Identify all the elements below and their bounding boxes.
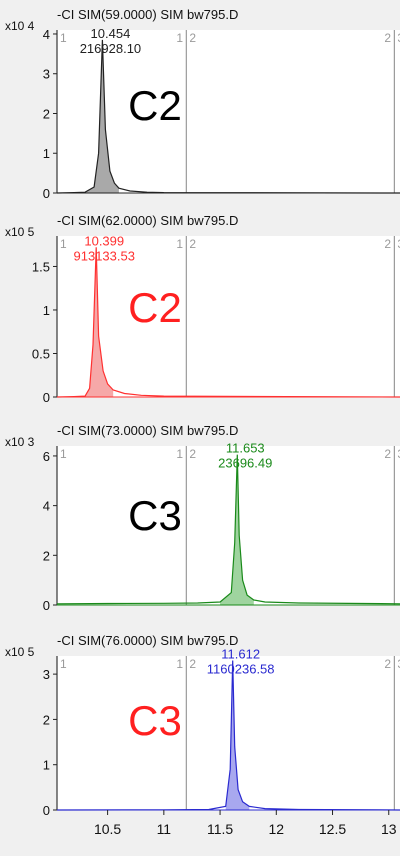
segment-label: 2 (189, 237, 196, 251)
peak-rt-label: 11.653 (226, 441, 265, 456)
scale-label: x10 4 (5, 19, 35, 33)
y-tick-label: 0 (43, 598, 50, 613)
peak-rt-label: 10.399 (84, 233, 124, 248)
peak-area-label: 913133.53 (74, 248, 135, 263)
peak-area-label: 1160236.58 (207, 662, 275, 677)
y-tick-label: 4 (43, 499, 50, 514)
scale-label: x10 5 (5, 225, 35, 239)
peak-area-fill (85, 39, 119, 194)
signal-trace (56, 247, 400, 398)
plot-area (57, 446, 400, 605)
segment-label: 3 (397, 31, 400, 45)
y-tick-label: 3 (43, 67, 50, 82)
y-tick-label: 4 (43, 27, 50, 42)
segment-label: 2 (384, 447, 391, 461)
plot-area (57, 236, 400, 397)
overlay-label: C2 (128, 284, 182, 331)
peak-area-fill (73, 247, 114, 397)
y-tick-label: 1 (43, 146, 50, 161)
x-tick-label: 12.5 (319, 821, 346, 837)
panel-title: -CI SIM(76.0000) SIM bw795.D (57, 633, 238, 648)
y-tick-label: 0 (43, 803, 50, 818)
segment-label: 1 (176, 237, 183, 251)
scale-label: x10 5 (5, 645, 35, 659)
y-tick-label: 0.5 (32, 346, 50, 361)
segment-label: 2 (189, 447, 196, 461)
overlay-label: C3 (128, 492, 182, 539)
x-tick-label: 11 (157, 821, 172, 837)
segment-label: 1 (60, 31, 67, 45)
peak-area-fill (225, 660, 250, 810)
peak-rt-label: 10.454 (91, 26, 131, 41)
x-tick-label: 10.5 (94, 821, 121, 837)
overlay-label: C3 (128, 697, 182, 744)
y-tick-label: 1 (43, 303, 50, 318)
segment-label: 2 (384, 657, 391, 671)
plot-area (57, 30, 400, 193)
y-tick-label: 0 (43, 390, 50, 405)
segment-label: 3 (397, 237, 400, 251)
segment-label: 2 (189, 657, 196, 671)
segment-label: 3 (397, 447, 400, 461)
segment-label: 1 (176, 657, 183, 671)
overlay-label: C2 (128, 82, 182, 129)
y-tick-label: 2 (43, 712, 50, 727)
segment-label: 1 (60, 657, 67, 671)
y-tick-label: 2 (43, 548, 50, 563)
y-tick-label: 1.5 (32, 259, 50, 274)
segment-label: 2 (384, 31, 391, 45)
x-tick-label: 11.5 (207, 821, 233, 837)
panel-title: -CI SIM(73.0000) SIM bw795.D (57, 423, 238, 438)
y-tick-label: 3 (43, 667, 50, 682)
peak-rt-label: 11.612 (221, 647, 260, 662)
scale-label: x10 3 (5, 435, 35, 449)
signal-trace (56, 39, 400, 194)
peak-area-label: 23696.49 (218, 456, 272, 471)
peak-area-fill (220, 454, 254, 605)
signal-trace (56, 454, 400, 605)
y-tick-label: 0 (43, 186, 50, 201)
y-tick-label: 2 (43, 106, 50, 121)
x-tick-label: 13 (381, 821, 397, 837)
segment-label: 3 (397, 657, 400, 671)
peak-area-label: 216928.10 (80, 41, 141, 56)
segment-label: 2 (384, 237, 391, 251)
panel-title: -CI SIM(59.0000) SIM bw795.D (57, 7, 238, 22)
segment-label: 2 (189, 31, 196, 45)
segment-label: 1 (60, 447, 67, 461)
y-tick-label: 6 (43, 449, 50, 464)
segment-label: 1 (176, 447, 183, 461)
segment-label: 1 (60, 237, 67, 251)
panel-title: -CI SIM(62.0000) SIM bw795.D (57, 213, 238, 228)
x-tick-label: 12 (269, 821, 285, 837)
y-tick-label: 1 (43, 758, 50, 773)
segment-label: 1 (176, 31, 183, 45)
